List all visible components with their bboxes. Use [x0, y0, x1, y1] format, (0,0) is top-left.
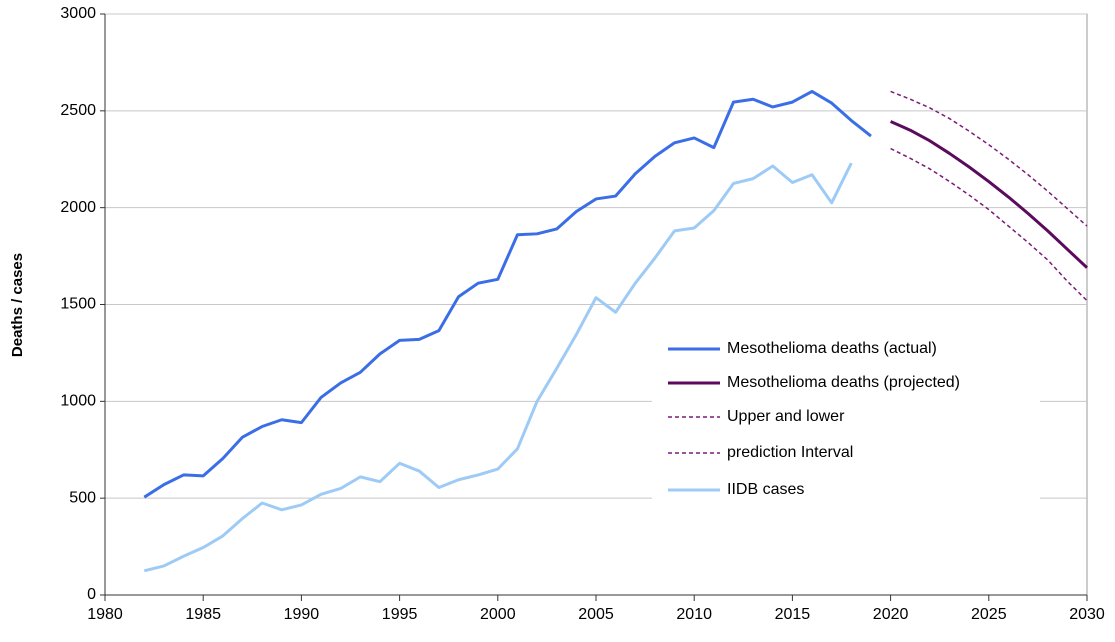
legend-label: Mesothelioma deaths (projected) — [727, 374, 960, 391]
y-tick-label: 500 — [69, 489, 96, 506]
y-tick-label: 3000 — [60, 5, 96, 22]
legend-box — [652, 330, 1040, 510]
line-series — [143, 162, 853, 573]
x-tick-label: 2005 — [578, 606, 614, 623]
x-tick-label: 1995 — [382, 606, 418, 623]
line-series — [889, 120, 1089, 269]
y-tick-label: 1000 — [60, 393, 96, 410]
line-series — [890, 90, 1088, 227]
x-tick-label: 2030 — [1069, 606, 1105, 623]
y-tick-label: 2000 — [60, 199, 96, 216]
x-tick-label: 2015 — [775, 606, 811, 623]
legend-label: prediction Interval — [727, 444, 853, 461]
legend-label: Upper and lower — [727, 408, 845, 425]
x-tick-label: 1985 — [185, 606, 221, 623]
y-tick-label: 0 — [87, 586, 96, 603]
x-tick-label: 2010 — [676, 606, 712, 623]
legend-label: Mesothelioma deaths (actual) — [727, 340, 937, 357]
y-axis-label: Deaths / cases — [9, 253, 26, 357]
y-tick-label: 1500 — [60, 296, 96, 313]
x-tick-label: 2020 — [873, 606, 909, 623]
legend-label: IIDB cases — [727, 481, 804, 498]
line-series — [890, 147, 1088, 302]
x-tick-label: 2025 — [971, 606, 1007, 623]
x-tick-label: 1980 — [87, 606, 123, 623]
line-series — [143, 89, 872, 499]
x-tick-label: 2000 — [480, 606, 516, 623]
x-tick-label: 1990 — [284, 606, 320, 623]
y-tick-label: 2500 — [60, 102, 96, 119]
